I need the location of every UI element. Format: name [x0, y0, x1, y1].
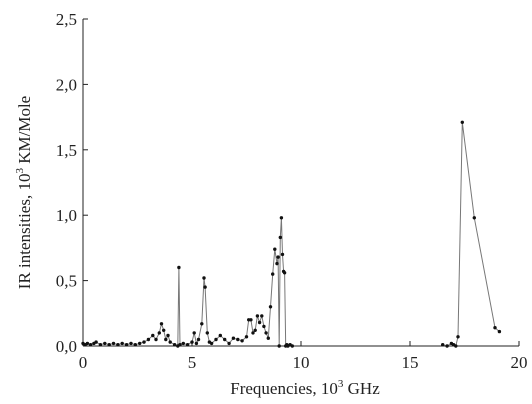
- data-point: [268, 305, 273, 309]
- data-point: [94, 340, 98, 344]
- y-tick-label: 0,5: [56, 272, 77, 291]
- series-layer: [81, 120, 502, 348]
- data-point: [202, 276, 206, 280]
- data-point: [168, 340, 172, 344]
- x-tick-label: 15: [402, 353, 419, 372]
- data-point: [279, 216, 284, 220]
- data-point: [280, 252, 285, 257]
- data-point: [218, 333, 222, 338]
- data-point: [111, 341, 116, 346]
- data-point: [257, 320, 262, 325]
- data-point: [164, 337, 168, 342]
- data-point: [209, 341, 214, 346]
- data-point: [151, 333, 155, 338]
- data-point: [278, 235, 282, 240]
- data-point: [454, 344, 458, 348]
- data-point: [154, 337, 158, 342]
- data-point: [460, 120, 464, 125]
- data-point: [159, 322, 164, 326]
- data-point: [203, 285, 207, 289]
- data-point: [162, 328, 166, 332]
- data-point: [271, 272, 275, 276]
- data-point: [273, 247, 277, 251]
- data-point: [231, 336, 236, 340]
- data-point: [249, 318, 253, 322]
- data-point: [493, 326, 497, 330]
- data-point: [98, 343, 103, 347]
- data-point: [266, 336, 270, 340]
- data-point: [253, 328, 257, 332]
- data-point: [236, 337, 240, 342]
- data-point: [227, 341, 231, 346]
- x-axis-title: Frequencies, 103 GHz: [230, 378, 380, 398]
- data-point: [255, 314, 260, 318]
- data-point: [192, 331, 196, 335]
- data-point: [88, 343, 93, 347]
- data-point: [172, 343, 177, 347]
- axis-labels: 0,0 0,5 1,0 1,5 2,0 2,5 0 5 10 15 20 Frequencies, 1…: [14, 10, 528, 398]
- data-point: [120, 341, 124, 346]
- y-tick-label: 2,0: [56, 75, 77, 94]
- data-point: [200, 322, 204, 326]
- data-point: [116, 343, 120, 347]
- data-point: [166, 333, 170, 338]
- x-tick-label: 5: [188, 353, 197, 372]
- data-point: [107, 343, 111, 347]
- data-point: [181, 341, 185, 346]
- data-point: [262, 324, 266, 329]
- data-point: [456, 335, 460, 339]
- data-point: [177, 265, 181, 270]
- data-point: [244, 335, 249, 339]
- data-point: [194, 341, 199, 346]
- y-tick-label: 2,5: [56, 10, 77, 29]
- data-point: [472, 216, 476, 220]
- data-point: [251, 331, 255, 335]
- data-point: [133, 343, 137, 347]
- data-point: [157, 331, 161, 335]
- data-point: [290, 344, 294, 348]
- data-point: [276, 255, 280, 259]
- data-point: [124, 343, 129, 347]
- data-point: [275, 261, 279, 266]
- data-point: [441, 343, 445, 347]
- data-point: [142, 340, 146, 344]
- data-point: [277, 344, 281, 348]
- axes: [82, 18, 520, 347]
- x-tick-label: 10: [293, 353, 310, 372]
- y-tick-label: 0,0: [56, 337, 77, 356]
- x-tick-label: 20: [511, 353, 528, 372]
- data-point: [214, 337, 218, 342]
- data-point: [240, 339, 244, 343]
- data-point: [190, 340, 194, 344]
- data-point: [445, 344, 449, 348]
- x-tick-label: 0: [79, 353, 88, 372]
- data-point: [129, 341, 133, 346]
- data-point: [146, 337, 151, 342]
- data-point: [196, 337, 201, 342]
- series-line: [82, 122, 500, 348]
- y-tick-label: 1,0: [56, 206, 77, 225]
- data-point: [223, 337, 227, 342]
- data-point: [103, 341, 107, 346]
- data-point: [178, 343, 182, 347]
- data-point: [185, 343, 190, 347]
- y-tick-label: 1,5: [56, 141, 77, 160]
- data-point: [260, 314, 264, 318]
- data-point: [497, 329, 502, 334]
- data-point: [264, 331, 268, 335]
- y-axis-title: IR intensities, 103 KM/Mole: [14, 96, 34, 289]
- data-point: [138, 341, 142, 346]
- data-point: [205, 331, 209, 335]
- data-point: [282, 271, 287, 275]
- data-point: [85, 341, 90, 346]
